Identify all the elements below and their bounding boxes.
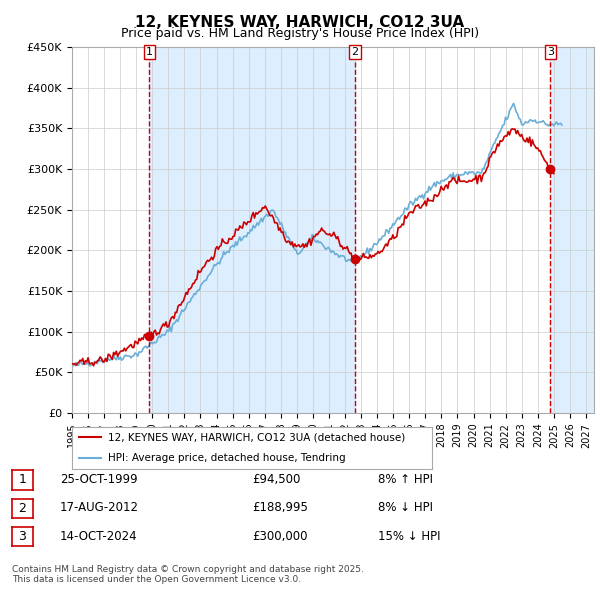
Text: 8% ↓ HPI: 8% ↓ HPI (378, 502, 433, 514)
Text: 3: 3 (547, 47, 554, 57)
Text: Price paid vs. HM Land Registry's House Price Index (HPI): Price paid vs. HM Land Registry's House … (121, 27, 479, 40)
Text: 2: 2 (352, 47, 359, 57)
Text: 25-OCT-1999: 25-OCT-1999 (60, 473, 137, 486)
Text: 12, KEYNES WAY, HARWICH, CO12 3UA: 12, KEYNES WAY, HARWICH, CO12 3UA (136, 15, 464, 30)
Text: 17-AUG-2012: 17-AUG-2012 (60, 502, 139, 514)
Text: 3: 3 (19, 530, 26, 543)
Text: 12, KEYNES WAY, HARWICH, CO12 3UA (detached house): 12, KEYNES WAY, HARWICH, CO12 3UA (detac… (108, 432, 405, 442)
Text: £94,500: £94,500 (252, 473, 301, 486)
Bar (149, 47, 355, 413)
Text: 15% ↓ HPI: 15% ↓ HPI (378, 530, 440, 543)
Bar (550, 47, 594, 413)
Text: 8% ↑ HPI: 8% ↑ HPI (378, 473, 433, 486)
Text: £300,000: £300,000 (252, 530, 308, 543)
Text: 14-OCT-2024: 14-OCT-2024 (60, 530, 137, 543)
Text: Contains HM Land Registry data © Crown copyright and database right 2025.
This d: Contains HM Land Registry data © Crown c… (12, 565, 364, 584)
Text: 1: 1 (19, 473, 26, 487)
Text: HPI: Average price, detached house, Tendring: HPI: Average price, detached house, Tend… (108, 454, 346, 463)
Text: 1: 1 (146, 47, 153, 57)
Text: £188,995: £188,995 (252, 502, 308, 514)
Text: 2: 2 (19, 502, 26, 515)
